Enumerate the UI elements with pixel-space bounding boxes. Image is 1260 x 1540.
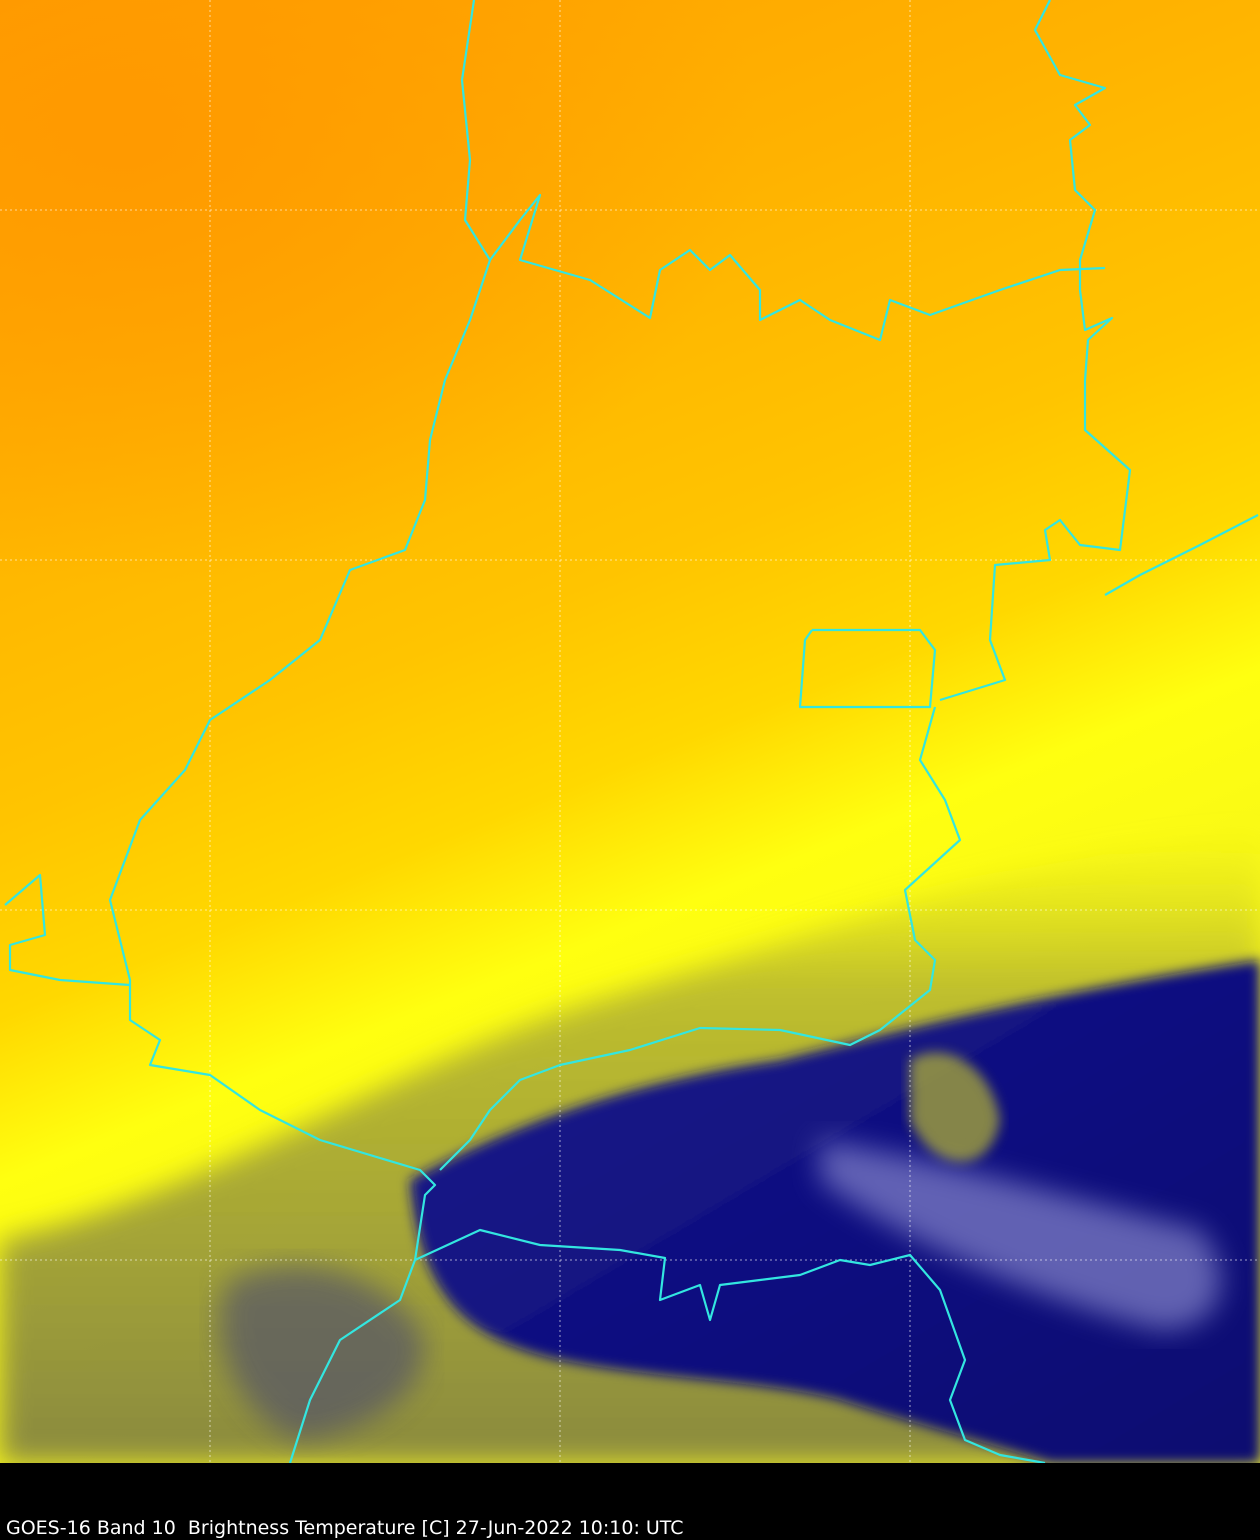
image — [0, 0, 1260, 1463]
graticule — [0, 0, 1260, 1463]
caption: GOES-16 Band 10 Brightness Temperature [… — [6, 1517, 684, 1539]
borders — [4, 0, 1259, 1465]
caption-bar — [0, 1463, 1260, 1540]
